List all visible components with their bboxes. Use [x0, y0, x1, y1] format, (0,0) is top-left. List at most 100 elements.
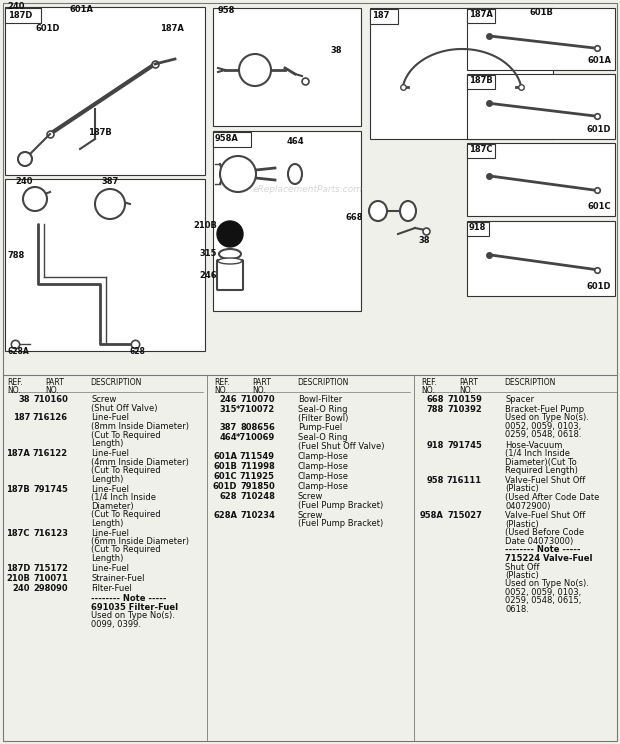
Text: 791850: 791850: [241, 482, 275, 491]
Text: 791745: 791745: [33, 484, 68, 493]
Text: 958A: 958A: [420, 512, 444, 521]
Bar: [213, 132, 251, 147]
Text: PART: PART: [45, 378, 64, 387]
Text: 628: 628: [219, 492, 237, 501]
Ellipse shape: [288, 164, 302, 184]
Text: REF.: REF.: [421, 378, 436, 387]
Text: Line-Fuel: Line-Fuel: [91, 564, 129, 573]
Text: Valve-Fuel Shut Off: Valve-Fuel Shut Off: [505, 476, 585, 485]
Text: 710071: 710071: [33, 574, 68, 583]
Text: 464: 464: [219, 434, 237, 443]
Bar: [370, 9, 398, 24]
Text: Strainer-Fuel: Strainer-Fuel: [91, 574, 144, 583]
Text: -------- Note -----: -------- Note -----: [91, 594, 167, 603]
Text: Diameter): Diameter): [91, 501, 134, 510]
Text: DESCRIPTION: DESCRIPTION: [297, 378, 348, 387]
Circle shape: [217, 221, 243, 247]
Text: 691035 Filter-Fuel: 691035 Filter-Fuel: [91, 603, 178, 612]
Text: (8mm Inside Diameter): (8mm Inside Diameter): [91, 422, 189, 431]
FancyBboxPatch shape: [217, 260, 243, 290]
Circle shape: [239, 54, 271, 86]
Bar: [467, 221, 615, 296]
Text: 710248: 710248: [240, 492, 275, 501]
Ellipse shape: [369, 201, 387, 221]
Text: Clamp-Hose: Clamp-Hose: [298, 462, 349, 471]
Text: (Fuel Shut Off Valve): (Fuel Shut Off Valve): [298, 442, 384, 451]
Text: (Fuel Pump Bracket): (Fuel Pump Bracket): [298, 519, 383, 528]
Text: *710072: *710072: [236, 405, 275, 414]
Text: 601D: 601D: [587, 282, 611, 291]
Ellipse shape: [219, 249, 241, 259]
Text: 187C: 187C: [6, 528, 30, 537]
Text: Diameter)(Cut To: Diameter)(Cut To: [505, 458, 577, 466]
Text: (1/4 Inch Inside: (1/4 Inch Inside: [505, 449, 570, 458]
Text: 187A: 187A: [160, 24, 184, 33]
Text: 387: 387: [219, 423, 237, 432]
Text: 601A: 601A: [587, 56, 611, 65]
Text: -------- Note -----: -------- Note -----: [505, 545, 580, 554]
Bar: [467, 74, 615, 139]
Text: 246: 246: [200, 272, 217, 280]
Text: 240: 240: [7, 2, 25, 11]
Text: Bracket-Fuel Pump: Bracket-Fuel Pump: [505, 405, 584, 414]
Text: 711925: 711925: [240, 472, 275, 481]
Text: 38: 38: [418, 236, 430, 245]
Text: 710070: 710070: [241, 395, 275, 404]
Text: 0618.: 0618.: [505, 605, 529, 614]
Text: (Filter Bowl): (Filter Bowl): [298, 414, 348, 423]
Text: 464: 464: [286, 137, 304, 146]
Bar: [5, 8, 41, 23]
Text: Used on Type No(s).: Used on Type No(s).: [91, 611, 175, 620]
Text: eReplacementParts.com: eReplacementParts.com: [253, 185, 363, 194]
Text: Shut Off: Shut Off: [505, 562, 539, 571]
Text: Line-Fuel: Line-Fuel: [91, 449, 129, 458]
Text: 0259, 0548, 0615,: 0259, 0548, 0615,: [505, 597, 582, 606]
Bar: [467, 143, 615, 216]
Text: 187B: 187B: [469, 76, 493, 85]
Text: (Fuel Pump Bracket): (Fuel Pump Bracket): [298, 501, 383, 510]
Text: 711998: 711998: [241, 462, 275, 471]
Bar: [5, 7, 205, 175]
Bar: [467, 8, 615, 70]
Text: 601C: 601C: [213, 472, 237, 481]
Text: PART: PART: [459, 378, 478, 387]
Text: (Cut To Required: (Cut To Required: [91, 510, 161, 519]
Text: (Plastic): (Plastic): [505, 484, 539, 493]
Text: 187B: 187B: [6, 484, 30, 493]
Text: 601C: 601C: [587, 202, 611, 211]
Text: NO.: NO.: [7, 386, 20, 395]
Text: 240: 240: [12, 584, 30, 593]
Text: Seal-O Ring: Seal-O Ring: [298, 405, 347, 414]
Text: 0259, 0548, 0618.: 0259, 0548, 0618.: [505, 431, 582, 440]
Circle shape: [18, 152, 32, 166]
Text: 601B: 601B: [530, 8, 554, 17]
Text: 0052, 0059, 0103,: 0052, 0059, 0103,: [505, 588, 582, 597]
Text: 187C: 187C: [469, 145, 492, 154]
Text: Spacer: Spacer: [505, 395, 534, 404]
Text: 240: 240: [15, 177, 32, 186]
Text: (Used Before Code: (Used Before Code: [505, 528, 584, 537]
Bar: [5, 179, 205, 351]
Ellipse shape: [400, 201, 416, 221]
Text: Screw: Screw: [298, 510, 324, 519]
Text: DESCRIPTION: DESCRIPTION: [90, 378, 141, 387]
Bar: [213, 8, 361, 126]
Text: Screw: Screw: [91, 395, 117, 404]
Text: 710234: 710234: [240, 510, 275, 519]
Text: 715224 Valve-Fuel: 715224 Valve-Fuel: [505, 554, 593, 563]
Text: 808656: 808656: [240, 423, 275, 432]
Text: 791745: 791745: [447, 440, 482, 449]
Text: Screw: Screw: [298, 492, 324, 501]
Text: NO.: NO.: [252, 386, 266, 395]
Text: 958: 958: [218, 6, 236, 15]
Text: Length): Length): [91, 439, 123, 448]
Circle shape: [220, 156, 256, 192]
Bar: [370, 8, 553, 139]
Text: 246: 246: [219, 395, 237, 404]
Circle shape: [95, 189, 125, 219]
Bar: [467, 222, 489, 236]
Text: 187D: 187D: [6, 564, 30, 573]
Text: 628A: 628A: [7, 347, 29, 356]
Text: Clamp-Hose: Clamp-Hose: [298, 452, 349, 461]
Text: 601D: 601D: [35, 24, 60, 33]
